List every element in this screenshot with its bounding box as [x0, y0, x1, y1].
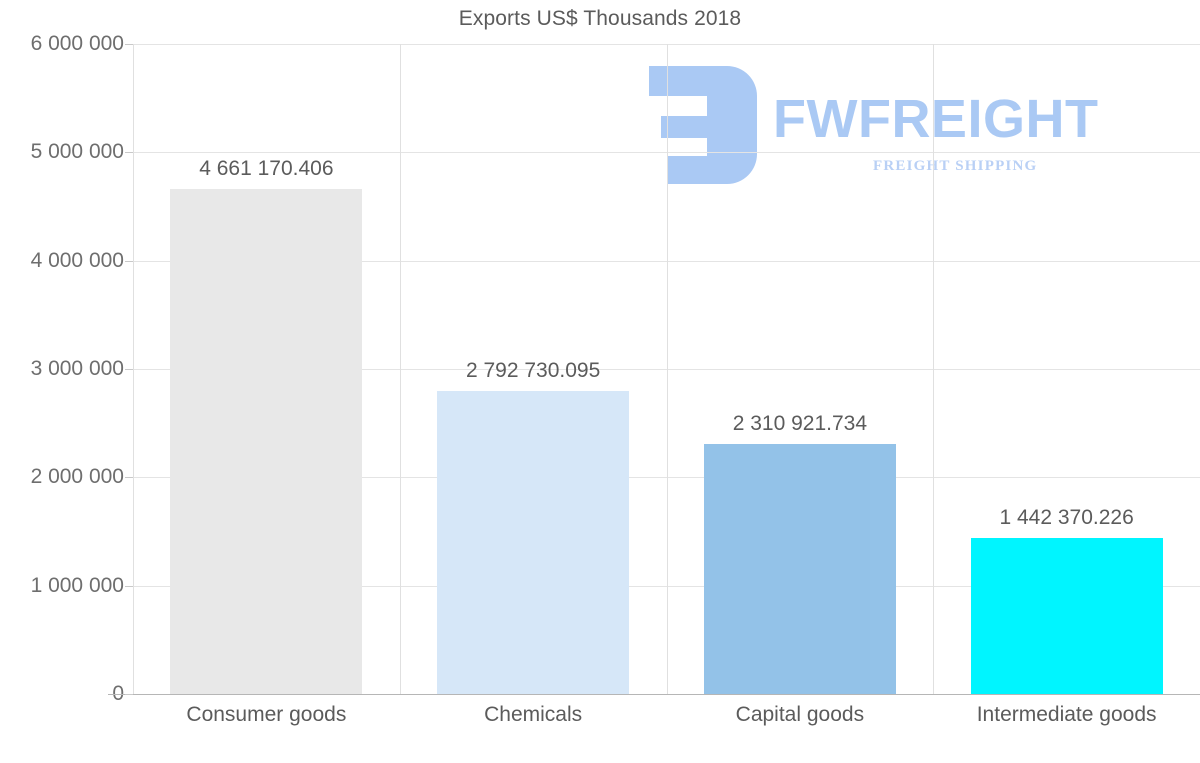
y-axis-tick-label: 4 000 000 [30, 248, 124, 272]
plot-area: 4 661 170.406 2 792 730.095 2 310 921.734 1… [133, 44, 1200, 694]
y-axis-tick-mark [125, 44, 133, 45]
y-axis-tick-mark [125, 585, 133, 587]
y-axis-tick-label: 5 000 000 [30, 140, 124, 164]
bar-value-label: 4 661 170.406 [199, 157, 334, 181]
y-axis: 0 1 000 000 2 000 000 3 000 000 4 000 000 5 0… [0, 32, 124, 705]
y-axis-tick-label: 2 000 000 [30, 465, 124, 489]
y-axis-tick-mark [125, 477, 133, 479]
gridline-horizontal [133, 260, 1200, 262]
y-axis-tick-mark [125, 260, 133, 262]
gridline-vertical [133, 44, 134, 694]
bar-value-label: 2 792 730.095 [465, 359, 601, 383]
gridline-horizontal [133, 152, 1200, 154]
gridline-horizontal [133, 369, 1200, 370]
x-axis-tick-label: Capital goods [735, 703, 865, 726]
bar-capital-goods[interactable] [703, 443, 896, 694]
bar-value-label: 2 310 921.734 [732, 411, 868, 435]
gridline-horizontal [133, 44, 1200, 45]
gridline-vertical [400, 44, 401, 694]
y-axis-tick-mark [125, 369, 133, 370]
x-axis-tick-label: Chemicals [484, 703, 583, 726]
bar-value-label: 1 442 370.226 [999, 505, 1134, 529]
y-axis-tick-label: 6 000 000 [30, 32, 124, 55]
gridline-horizontal [133, 477, 1200, 479]
x-axis-line [108, 694, 1200, 695]
x-axis: Consumer goods Chemicals Capital goods Inte… [133, 703, 1200, 747]
y-axis-tick-label: 0 [0, 682, 124, 706]
y-axis-tick-label: 3 000 000 [30, 357, 124, 380]
y-axis-tick-mark [125, 694, 133, 695]
bar-consumer-goods[interactable] [170, 189, 363, 694]
gridline-vertical [933, 44, 934, 694]
x-axis-tick-label: Intermediate goods [976, 703, 1157, 726]
y-axis-tick-mark [125, 152, 133, 154]
bar-intermediate-goods[interactable] [970, 537, 1163, 694]
x-axis-tick-label: Consumer goods [186, 703, 347, 726]
gridline-vertical [667, 44, 668, 694]
bar-chemicals[interactable] [437, 391, 630, 694]
gridline-horizontal [133, 585, 1200, 587]
y-axis-tick-label: 1 000 000 [30, 573, 124, 597]
chart-title: Exports US$ Thousands 2018 [458, 7, 742, 30]
